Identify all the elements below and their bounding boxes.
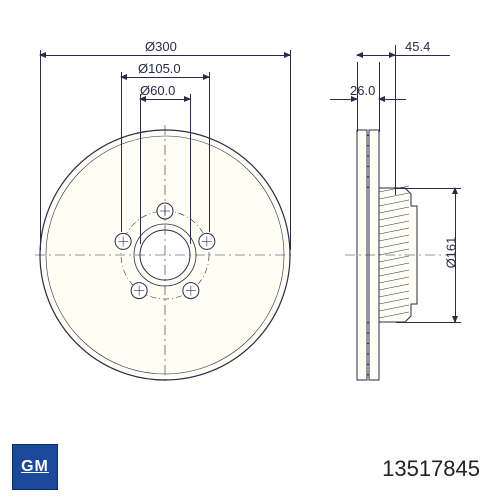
dim-hub-bore: Ø60.0 xyxy=(140,83,175,98)
front-view xyxy=(35,125,295,385)
dim-bolt-circle: Ø105.0 xyxy=(138,61,181,76)
brand-logo: GM xyxy=(12,444,58,490)
dim-outer-dia: Ø300 xyxy=(145,39,177,54)
side-view xyxy=(345,118,455,398)
part-number: 13517845 xyxy=(382,456,480,482)
dim-hat-dia: Ø161 xyxy=(443,237,458,269)
dim-offset: 45.4 xyxy=(405,39,430,54)
dim-thickness: 26.0 xyxy=(350,83,375,98)
drawing-canvas: Ø300 Ø105.0 Ø60.0 26.0 45.4 Ø161 GM 1351… xyxy=(0,0,500,500)
brand-logo-text: GM xyxy=(21,458,49,476)
